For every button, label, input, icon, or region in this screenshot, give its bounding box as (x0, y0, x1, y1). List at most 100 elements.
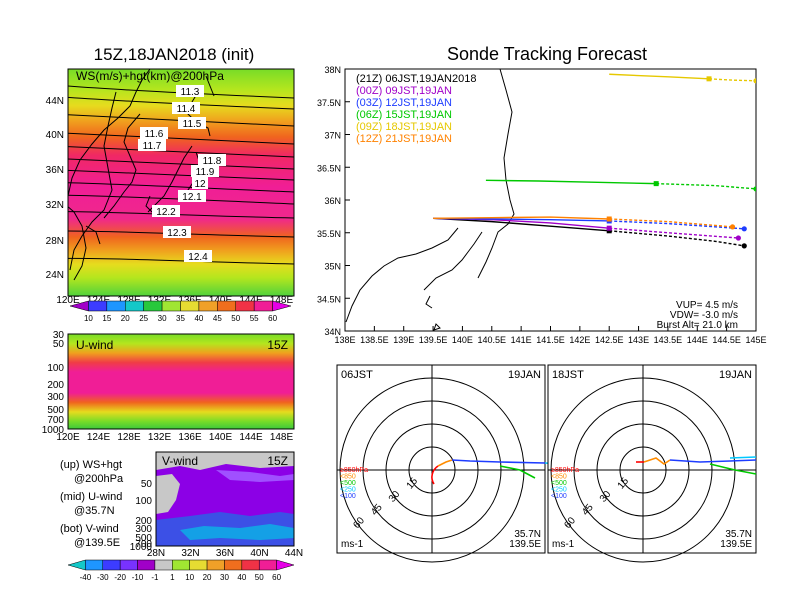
vwind-gray-region-2 (156, 474, 180, 514)
track-landing-point (735, 235, 741, 241)
ws-lon-tick: 144E (239, 295, 263, 306)
track-line-dashed (609, 218, 733, 228)
ws-colorbar-swatch (106, 300, 126, 312)
hodo-frame (336, 364, 546, 554)
ws-colorbar-swatch (161, 300, 181, 312)
track-series (433, 73, 756, 249)
uwind-pressure-tick: 100 (47, 363, 64, 374)
track-param: Burst Alt= 21.0 km (657, 320, 738, 331)
ws-lon-tick: 140E (209, 295, 233, 306)
hodo-wind-trace (499, 465, 536, 479)
ws-height-label-bg (192, 177, 208, 189)
ws-colorbar-label: 20 (121, 314, 130, 323)
panel-legend-notes: (up) WS+hgt @200hPa (mid) U-wind @35.7N (bot… (60, 459, 124, 549)
hodo-wind-trace (669, 459, 757, 463)
hodo-level-label: <100 (551, 493, 567, 500)
ws-lon-tick: 132E (148, 295, 172, 306)
vwind-label: V-wind (162, 454, 198, 468)
track-lon-ticks: 138E 138.5E 139E 139.5E 140E 140.5E 141E 141.5E… (334, 326, 767, 345)
legend-note-sub: @200hPa (74, 473, 124, 485)
ws-colorbar-label: 55 (250, 314, 259, 323)
vwind-cyan-region (180, 524, 294, 540)
hodo-lon: 139.5E (509, 539, 541, 550)
uwind-label: U-wind (76, 338, 113, 352)
track-coastline (345, 69, 515, 331)
ws-height-label: 11.3 (181, 87, 200, 98)
track-landing-point (741, 243, 747, 249)
ws-height-label: 11.7 (143, 141, 162, 152)
track-param: VDW= -3.0 m/s (670, 310, 738, 321)
hodo-lat: 35.7N (514, 529, 541, 540)
hodo-level-label: ≥850hPa (551, 467, 579, 474)
ws-colorbar-label: 15 (102, 314, 111, 323)
vwind-lat-tick: 32N (181, 548, 199, 559)
ws-lat-tick: 24N (46, 270, 64, 281)
ws-colorbar: 10 15 20 25 30 35 40 45 50 55 60 (69, 300, 292, 323)
ws-height-label-bg (140, 127, 168, 139)
vwind-colorbar-swatch (154, 559, 173, 571)
ws-colorbar-label: 10 (84, 314, 93, 323)
track-line-dashed (656, 182, 756, 190)
vwind-colorbar-label: -1 (151, 573, 159, 582)
track-lon-tick: 142.5E (595, 335, 624, 345)
vwind-colorbar-label: -20 (114, 573, 126, 582)
ws-colorbar-swatch (143, 300, 163, 312)
uwind-lon-tick: 132E (148, 432, 172, 443)
vwind-lat-tick: 28N (147, 548, 165, 559)
ws-colorbar-swatch (272, 300, 292, 312)
ws-height-label-bg (172, 102, 200, 114)
hodo-level-label: <850 (340, 474, 356, 481)
track-burst-marker (606, 225, 612, 231)
hodo-lon: 139.5E (720, 539, 752, 550)
ws-lon-ticks: 120E 124E 128E 132E 136E 140E 144E 148E (56, 295, 293, 306)
track-line-dashed (609, 227, 739, 239)
vwind-pressure-tick: 200 (135, 516, 152, 527)
hodo-level-label: <250 (551, 487, 567, 494)
vwind-colorbar-label: 10 (185, 573, 194, 582)
hodo-wind-trace (431, 465, 439, 485)
track-landing-point (753, 78, 756, 84)
track-lat-tick: 37N (324, 131, 341, 141)
track-lat-tick: 38N (324, 65, 341, 75)
uwind-lon-tick: 148E (270, 432, 294, 443)
vwind-colorbar-label: 40 (237, 573, 246, 582)
track-line-solid (609, 73, 710, 80)
track-legend-entry: (03Z) 12JST,19JAN (356, 97, 452, 109)
track-landing-point (729, 224, 736, 230)
vwind-lat-tick: 44N (285, 548, 303, 559)
track-lon-tick: 140.5E (478, 335, 507, 345)
uwind-lon-ticks: 120E 124E 128E 132E 136E 140E 144E 148E (56, 432, 293, 443)
hodo-wind-trace (709, 463, 757, 475)
track-lat-tick: 35.5N (317, 229, 341, 239)
hodo-unit: ms-1 (341, 539, 364, 550)
ws-colorbar-swatch (235, 300, 255, 312)
vwind-colorbar-label: 20 (203, 573, 212, 582)
uwind-pressure-tick: 300 (47, 392, 64, 403)
uwind-lon-tick: 124E (87, 432, 111, 443)
track-lat-ticks: 38N 37.5N 37N 36.5N 36N 35.5N 35N 34.5N 34N (317, 65, 350, 337)
track-burst-marker (653, 181, 659, 187)
uwind-time: 15Z (267, 338, 288, 352)
hodo-date: 19JAN (508, 369, 541, 381)
vwind-lat-ticks: 28N 32N 36N 40N 44N (147, 548, 303, 559)
hodo-level-label: ≥850hPa (340, 467, 368, 474)
hodo-wind-trace (643, 457, 671, 465)
ws-height-label-bg (178, 117, 206, 129)
ws-lat-tick: 40N (46, 130, 64, 141)
hodo-unit: ms-1 (552, 539, 575, 550)
ws-colorbar-label: 50 (231, 314, 240, 323)
ws-height-label-bg (163, 226, 191, 238)
track-lon-tick: 138.5E (360, 335, 389, 345)
ws-height-contour (67, 146, 295, 158)
ws-height-contour (67, 158, 295, 170)
legend-note-sub: @35.7N (74, 505, 115, 517)
ws-height-contour (67, 96, 295, 110)
vwind-time: 15Z (267, 454, 288, 468)
ws-height-label: 12.2 (156, 207, 176, 218)
ws-height-label: 12.1 (182, 192, 202, 203)
track-legend-entry: (06Z) 15JST,19JAN (356, 109, 452, 121)
track-param: VUP= 4.5 m/s (676, 300, 738, 311)
